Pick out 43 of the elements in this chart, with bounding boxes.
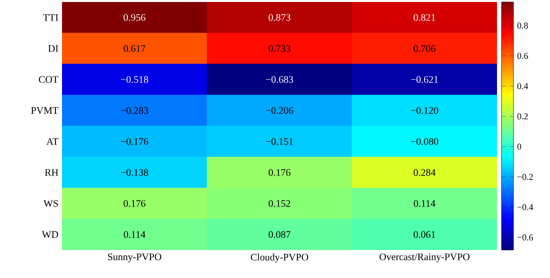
data-label: 0.873 [268, 14, 290, 21]
data-label: 0.821 [414, 14, 436, 21]
y-tick-label: WS [44, 200, 58, 207]
color-bar-label: 0.6 [517, 52, 528, 59]
y-tick-label: COT [38, 76, 58, 83]
data-label: −0.080 [410, 138, 438, 145]
data-label: 0.617 [124, 45, 146, 52]
color-bar-label: 0.2 [517, 113, 528, 120]
data-label: 0.706 [414, 45, 436, 52]
data-label: −0.151 [266, 138, 293, 145]
color-bar-label: −0.6 [517, 234, 534, 240]
x-tick-label: Cloudy-PVPO [250, 254, 308, 263]
data-label: −0.120 [410, 107, 438, 114]
y-tick-label: WD [42, 231, 58, 238]
data-label: 0.956 [124, 14, 146, 21]
data-label: −0.283 [120, 107, 148, 114]
color-bar-label: 0 [517, 144, 522, 150]
data-label: 0.114 [414, 200, 436, 207]
data-label: −0.683 [266, 76, 294, 83]
data-label: 0.284 [414, 169, 436, 176]
data-label: 0.114 [124, 231, 146, 238]
data-label: 0.176 [268, 169, 290, 176]
data-label: −0.621 [410, 76, 438, 83]
y-tick-label: TTI [43, 14, 58, 21]
y-tick-label: PVMT [31, 107, 58, 114]
x-tick-label: Sunny-PVPO [108, 254, 162, 262]
y-tick-label: DI [48, 45, 58, 52]
data-label: 0.087 [268, 231, 290, 238]
data-label: −0.518 [120, 76, 148, 83]
data-label: −0.176 [120, 138, 148, 145]
data-label: 0.176 [124, 200, 146, 207]
y-tick-label: RH [44, 169, 58, 176]
data-label: 0.152 [268, 200, 290, 207]
color-bar-label: 0.8 [517, 22, 528, 29]
x-tick-label: Overcast/Rainy-PVPO [380, 254, 470, 262]
data-label: 0.061 [414, 231, 436, 238]
color-bar-label: −0.4 [517, 204, 534, 210]
data-label: 0.733 [268, 45, 290, 52]
color-bar-label: −0.2 [517, 174, 533, 180]
data-label: −0.138 [120, 169, 148, 176]
y-tick-label: AT [46, 138, 58, 145]
color-bar-label: 0.4 [517, 83, 528, 90]
data-label: −0.206 [266, 107, 294, 114]
